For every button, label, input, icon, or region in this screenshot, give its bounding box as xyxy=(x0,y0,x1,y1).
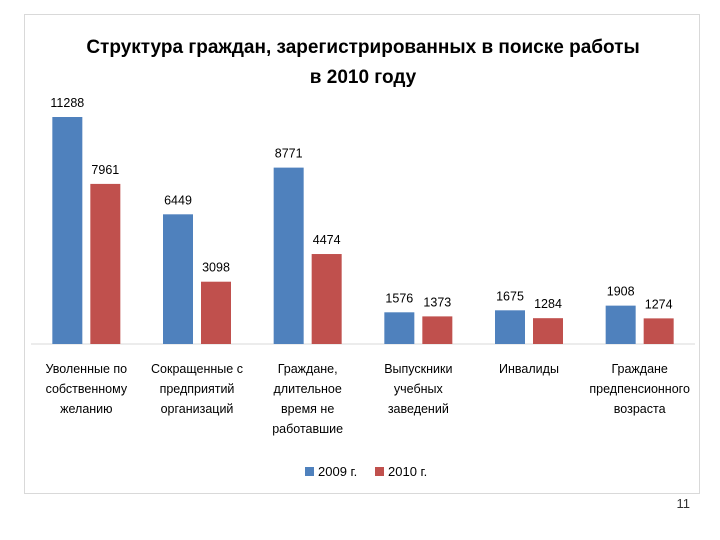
data-label-2009-cat-4: 1576 xyxy=(385,291,413,305)
data-label-2010-cat-3: 4474 xyxy=(313,233,341,247)
chart-canvas: Структура граждан, зарегистрированных в … xyxy=(31,37,695,479)
category-label-2-line-2: предприятий xyxy=(160,382,235,396)
data-label-2009-cat-1: 11288 xyxy=(50,96,84,110)
category-label-3-line-3: время не xyxy=(281,402,334,416)
bar-2009-cat-2 xyxy=(163,214,193,344)
chart-title-line-1: Структура граждан, зарегистрированных в … xyxy=(86,37,639,58)
category-label-2-line-1: Сокращенные с xyxy=(151,362,243,376)
bar-2009-cat-6 xyxy=(605,305,636,344)
category-label-1-line-1: Уволенные по xyxy=(46,362,128,376)
chart-frame: Структура граждан, зарегистрированных в … xyxy=(24,14,700,494)
category-label-4-line-2: учебных xyxy=(394,382,444,396)
data-label-2009-cat-3: 8771 xyxy=(275,147,303,161)
data-label-2009-cat-5: 1675 xyxy=(496,289,524,303)
bar-2010-cat-6 xyxy=(643,318,674,344)
data-label-2009-cat-6: 1908 xyxy=(607,285,635,299)
page-number: 11 xyxy=(676,496,691,511)
category-label-2-line-3: организаций xyxy=(161,402,234,416)
bar-2010-cat-3 xyxy=(311,254,342,344)
bar-2010-cat-2 xyxy=(201,281,231,344)
bar-2009-cat-1 xyxy=(52,117,83,344)
category-label-1-line-3: желанию xyxy=(60,402,112,416)
bar-2009-cat-4 xyxy=(384,312,415,344)
category-label-6-line-3: возраста xyxy=(614,402,666,416)
category-label-3-line-1: Граждане, xyxy=(278,362,338,376)
data-label-2010-cat-2: 3098 xyxy=(202,261,230,275)
category-label-4-line-1: Выпускники xyxy=(384,362,452,376)
data-label-2009-cat-2: 6449 xyxy=(164,193,192,207)
data-label-2010-cat-6: 1274 xyxy=(645,297,673,311)
legend-swatch-2009 xyxy=(305,467,314,476)
legend-label-2009: 2009 г. xyxy=(318,464,357,479)
bar-2010-cat-4 xyxy=(422,316,453,344)
data-label-2010-cat-1: 7961 xyxy=(91,163,119,177)
legend-swatch-2010 xyxy=(375,467,384,476)
category-label-5-line-1: Инвалиды xyxy=(499,362,559,376)
category-label-4-line-3: заведений xyxy=(388,402,449,416)
bar-2010-cat-1 xyxy=(90,183,121,344)
data-label-2010-cat-5: 1284 xyxy=(534,297,562,311)
legend-label-2010: 2010 г. xyxy=(388,464,427,479)
chart-title-line-2: в 2010 году xyxy=(310,67,417,88)
data-label-2010-cat-4: 1373 xyxy=(423,295,451,309)
category-label-6-line-2: предпенсионного xyxy=(589,382,690,396)
category-label-6-line-1: Граждане xyxy=(611,362,667,376)
bar-2010-cat-5 xyxy=(533,318,563,344)
category-label-3-line-2: длительное xyxy=(274,382,342,396)
category-label-1-line-2: собственному xyxy=(46,382,128,396)
bar-2009-cat-3 xyxy=(273,167,304,344)
bar-2009-cat-5 xyxy=(495,310,525,344)
category-label-3-line-4: работавшие xyxy=(272,422,343,436)
